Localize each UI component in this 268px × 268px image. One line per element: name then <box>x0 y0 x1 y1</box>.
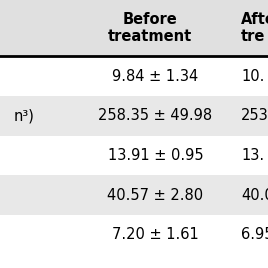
Text: 253.8: 253.8 <box>241 108 268 123</box>
Bar <box>0 215 268 255</box>
Text: 13.: 13. <box>241 148 264 163</box>
Text: n³): n³) <box>14 108 35 123</box>
Text: 9.84 ± 1.34: 9.84 ± 1.34 <box>112 69 199 84</box>
Text: After
tre: After tre <box>241 12 268 44</box>
Bar <box>0 96 268 136</box>
Text: 13.91 ± 0.95: 13.91 ± 0.95 <box>108 148 203 163</box>
Text: Before
treatment: Before treatment <box>108 12 192 44</box>
Bar <box>0 56 268 96</box>
Text: 40.0: 40.0 <box>241 188 268 203</box>
Text: 6.95: 6.95 <box>241 227 268 242</box>
Text: 7.20 ± 1.61: 7.20 ± 1.61 <box>112 227 199 242</box>
Bar <box>0 0 268 56</box>
Bar <box>0 136 268 175</box>
Bar <box>0 175 268 215</box>
Text: 258.35 ± 49.98: 258.35 ± 49.98 <box>98 108 213 123</box>
Text: 10.: 10. <box>241 69 265 84</box>
Text: 40.57 ± 2.80: 40.57 ± 2.80 <box>107 188 203 203</box>
